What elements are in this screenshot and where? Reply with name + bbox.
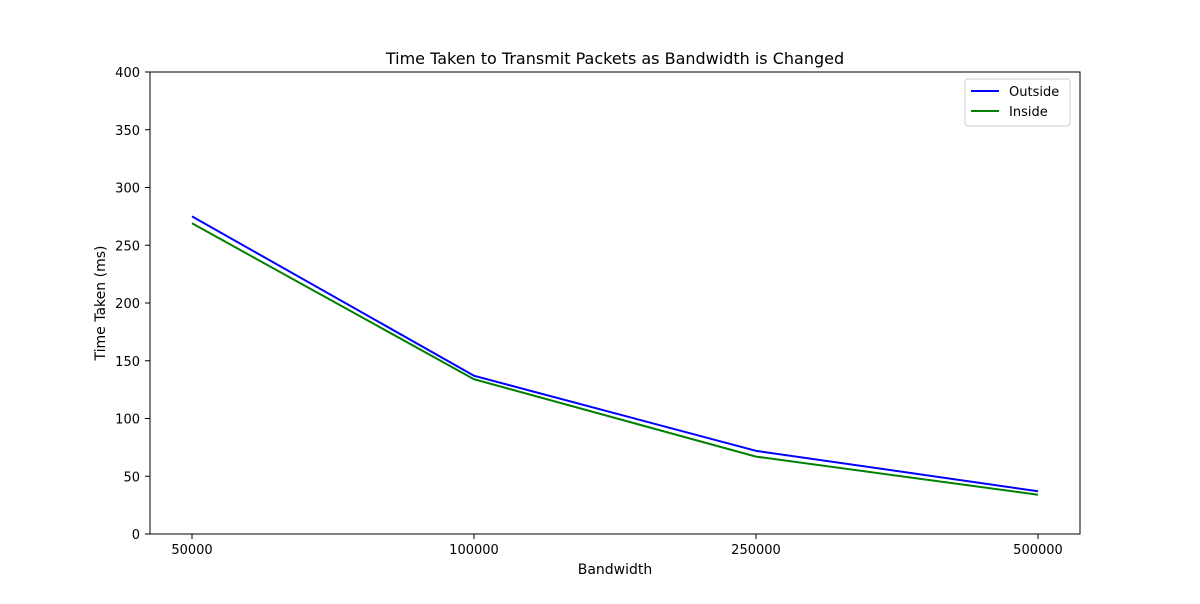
plot-frame bbox=[150, 72, 1080, 534]
series-line-inside bbox=[192, 223, 1038, 494]
y-tick-label: 200 bbox=[115, 297, 140, 312]
x-tick-label: 250000 bbox=[731, 543, 781, 558]
series-layer bbox=[192, 216, 1038, 494]
legend: Outside Inside bbox=[965, 79, 1070, 126]
y-tick-label: 0 bbox=[132, 528, 140, 543]
x-axis: 50000 100000 250000 500000 bbox=[171, 534, 1063, 558]
y-axis: 0 50 100 150 200 250 300 350 400 bbox=[115, 66, 150, 543]
legend-label-inside: Inside bbox=[1009, 105, 1048, 120]
y-tick-label: 150 bbox=[115, 355, 140, 370]
x-tick-label: 50000 bbox=[171, 543, 212, 558]
x-tick-label: 500000 bbox=[1013, 543, 1063, 558]
y-tick-label: 100 bbox=[115, 413, 140, 428]
y-axis-label: Time Taken (ms) bbox=[93, 246, 109, 362]
series-line-outside bbox=[192, 216, 1038, 491]
y-tick-label: 50 bbox=[123, 470, 140, 485]
y-tick-label: 350 bbox=[115, 124, 140, 139]
x-tick-label: 100000 bbox=[449, 543, 499, 558]
chart-title: Time Taken to Transmit Packets as Bandwi… bbox=[385, 49, 844, 68]
y-tick-label: 400 bbox=[115, 66, 140, 81]
y-tick-label: 300 bbox=[115, 182, 140, 197]
y-tick-label: 250 bbox=[115, 239, 140, 254]
legend-label-outside: Outside bbox=[1009, 85, 1059, 100]
x-axis-label: Bandwidth bbox=[578, 562, 653, 578]
plot-area bbox=[150, 72, 1080, 534]
